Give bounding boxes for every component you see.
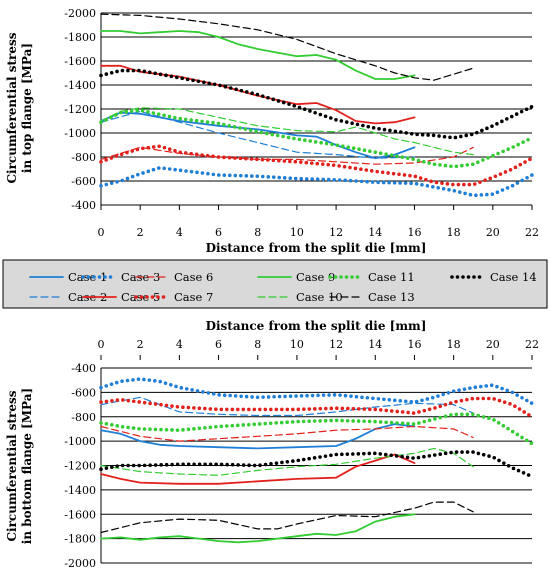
y-tick-label: -2000 (64, 7, 96, 20)
x-tick-label: 0 (98, 338, 105, 351)
x-tick-label: 8 (254, 226, 261, 239)
series-line-case-2 (100, 110, 416, 159)
y-tick-label: -1600 (64, 55, 96, 68)
x-tick-label: 8 (254, 338, 261, 351)
series-line-case-1 (100, 111, 416, 160)
y-tick-label: -1200 (64, 103, 96, 116)
y-tick-label: -400 (71, 199, 96, 212)
series-line-case-11 (99, 412, 534, 446)
y-tick-label: -1400 (64, 484, 96, 497)
y-tick-label: -1600 (64, 508, 96, 521)
series-line-case-14 (99, 68, 534, 140)
x-tick-label: 16 (407, 338, 421, 351)
series-line-case-10 (100, 447, 474, 476)
series-line-case-6 (100, 425, 474, 442)
series-line-case-10 (100, 107, 474, 156)
x-tick-label: 18 (447, 226, 461, 239)
series-line-case-13 (100, 501, 474, 534)
series-line-case-13 (100, 13, 474, 81)
y-tick-label: -1800 (64, 31, 96, 44)
legend-label: Case 11 (368, 270, 415, 284)
series-line-case-14 (99, 450, 534, 479)
x-tick-label: 14 (368, 338, 382, 351)
x-tick-label: 12 (329, 338, 343, 351)
legend-label: Case 13 (368, 290, 415, 304)
x-tick-label: 6 (215, 338, 222, 351)
legend-background (2, 259, 548, 309)
legend-label: Case 10 (296, 290, 343, 304)
series-line-case-7 (99, 144, 534, 187)
x-tick-label: 16 (407, 226, 421, 239)
series-line-case-7 (99, 396, 534, 419)
x-tick-label: 20 (486, 226, 500, 239)
series-line-case-3 (99, 377, 534, 406)
series-line-case-9 (100, 513, 416, 544)
series-line-case-3 (99, 166, 534, 198)
series-line-case-9 (100, 30, 416, 80)
x-tick-label: 10 (290, 338, 304, 351)
legend-label: Case 7 (174, 290, 213, 304)
x-tick-label: 22 (525, 338, 539, 351)
x-tick-label: 6 (215, 226, 222, 239)
x-tick-label: 14 (368, 226, 382, 239)
x-tick-label: 12 (329, 226, 343, 239)
legend-label: Case 6 (174, 270, 213, 284)
top-x-axis-title: Distance from the split die [mm] (206, 241, 427, 255)
series-line-case-11 (99, 108, 534, 169)
bottom-y-axis-title: Circumferential stressin bottom flange [… (5, 388, 34, 544)
y-tick-label: -1400 (64, 79, 96, 92)
y-tick-label: -1200 (64, 460, 96, 473)
x-tick-label: 22 (525, 226, 539, 239)
y-tick-label: -1000 (64, 127, 96, 140)
y-tick-label: -1000 (64, 435, 96, 448)
bottom-x-axis-title: Distance from the split die [mm] (206, 319, 427, 333)
top-flange-chart: -2000 -1800 -1600 -1400 -1200 -1000 -800 -600 -4… (64, 7, 539, 239)
legend-label: Case 9 (296, 270, 335, 284)
y-tick-label: -800 (71, 411, 96, 424)
x-tick-label: 18 (447, 338, 461, 351)
x-tick-label: 20 (486, 338, 500, 351)
x-tick-label: 4 (176, 226, 183, 239)
y-tick-label: -2000 (64, 557, 96, 570)
y-tick-label: -600 (71, 386, 96, 399)
series-line-case-6 (100, 146, 474, 165)
bottom-flange-chart: -400 -600 -800 -1000 -1200 -1400 -1600 -1800 -20… (64, 338, 539, 570)
y-tick-label: -1800 (64, 533, 96, 546)
x-tick-label: 10 (290, 226, 304, 239)
x-tick-label: 4 (176, 338, 183, 351)
series-line-case-5 (100, 453, 416, 485)
x-tick-label: 0 (98, 226, 105, 239)
x-tick-label: 2 (137, 338, 144, 351)
top-y-axis-title: Circumferential stressin top flange [MPa… (5, 32, 34, 183)
y-tick-label: -800 (71, 151, 96, 164)
legend-label: Case 14 (490, 270, 537, 284)
y-tick-label: -400 (71, 362, 96, 375)
y-tick-label: -600 (71, 175, 96, 188)
x-tick-label: 2 (137, 226, 144, 239)
